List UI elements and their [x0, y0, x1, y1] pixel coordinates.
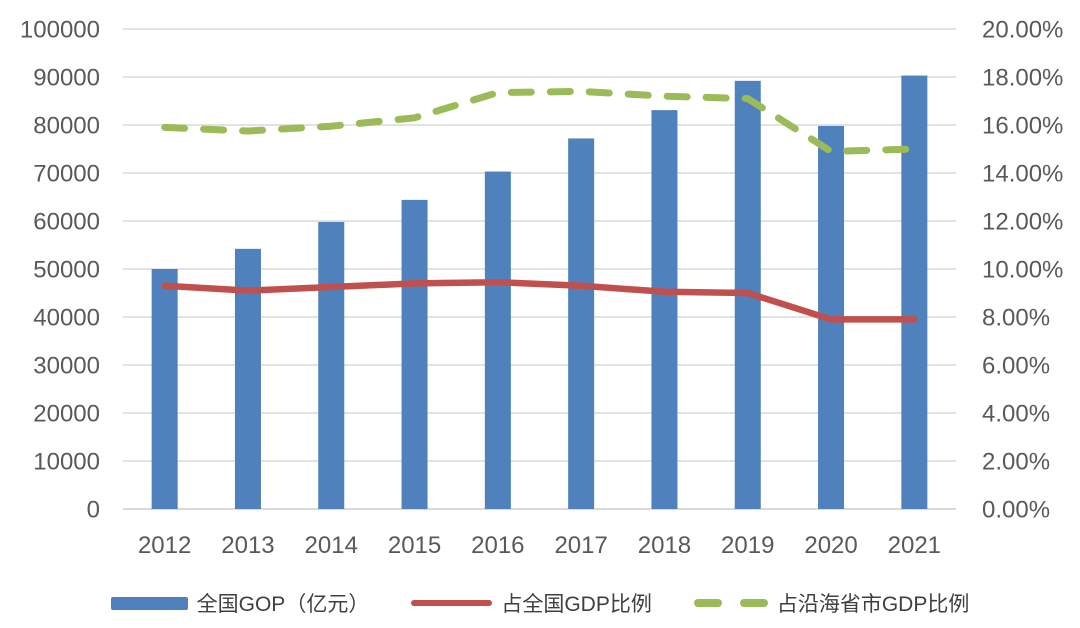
y-right-tick-label: 14.00%: [982, 161, 1063, 188]
y-right-tick-label: 16.00%: [982, 113, 1063, 140]
x-tick-label: 2016: [471, 532, 524, 559]
x-tick-label: 2017: [554, 532, 607, 559]
y-left-tick-label: 50000: [33, 257, 100, 284]
bar-2014: [318, 221, 345, 509]
y-right-tick-label: 6.00%: [982, 353, 1050, 380]
legend-red-line-swatch: [411, 600, 493, 606]
legend-label-national-ratio: 占全国GDP比例: [501, 593, 652, 616]
legend-item-coastal-ratio: 占沿海省市GDP比例: [693, 588, 970, 618]
bar-2012: [151, 269, 178, 509]
x-tick-label: 2014: [305, 532, 358, 559]
x-tick-label: 2021: [888, 532, 941, 559]
x-tick-label: 2018: [638, 532, 691, 559]
x-tick-label: 2020: [804, 532, 857, 559]
y-left-tick-label: 10000: [33, 449, 100, 476]
y-left-tick-label: 80000: [33, 113, 100, 140]
green-dash-icon: [693, 599, 722, 607]
y-left-tick-label: 0: [87, 497, 100, 524]
legend-label-coastal-ratio: 占沿海省市GDP比例: [776, 593, 970, 616]
y-left-tick-label: 70000: [33, 161, 100, 188]
legend-bar-swatch: [110, 596, 188, 610]
chart-legend: 全国GOP（亿元） 占全国GDP比例 占沿海省市GDP比例: [0, 586, 1080, 620]
y-right-tick-label: 8.00%: [982, 305, 1050, 332]
y-right-tick-label: 12.00%: [982, 209, 1063, 236]
y-right-tick-label: 4.00%: [982, 401, 1050, 428]
y-left-tick-label: 30000: [33, 353, 100, 380]
x-tick-label: 2019: [721, 532, 774, 559]
bar-2017: [568, 138, 595, 509]
bar-2018: [651, 110, 678, 510]
x-tick-label: 2013: [221, 532, 274, 559]
y-right-tick-label: 10.00%: [982, 257, 1063, 284]
bar-2021: [901, 75, 928, 509]
legend-item-national-ratio: 占全国GDP比例: [411, 588, 652, 618]
bar-2015: [401, 199, 428, 509]
green-dash-icon: [739, 599, 768, 607]
x-tick-label: 2015: [388, 532, 441, 559]
y-left-tick-label: 100000: [20, 17, 100, 44]
y-right-tick-label: 0.00%: [982, 497, 1050, 524]
x-tick-label: 2012: [138, 532, 191, 559]
legend-label-gdp: 全国GOP（亿元）: [196, 593, 370, 616]
y-right-tick-label: 20.00%: [982, 17, 1063, 44]
legend-item-gdp-bars: 全国GOP（亿元）: [110, 588, 370, 618]
y-left-tick-label: 60000: [33, 209, 100, 236]
y-right-tick-label: 18.00%: [982, 65, 1063, 92]
y-right-tick-label: 2.00%: [982, 449, 1050, 476]
y-left-tick-label: 20000: [33, 401, 100, 428]
legend-green-dash-swatch: [693, 599, 768, 607]
y-left-tick-label: 40000: [33, 305, 100, 332]
coastal-ratio-line: [161, 87, 918, 155]
bar-2016: [484, 171, 511, 509]
national-ratio-line: [161, 278, 918, 323]
y-left-tick-label: 90000: [33, 65, 100, 92]
